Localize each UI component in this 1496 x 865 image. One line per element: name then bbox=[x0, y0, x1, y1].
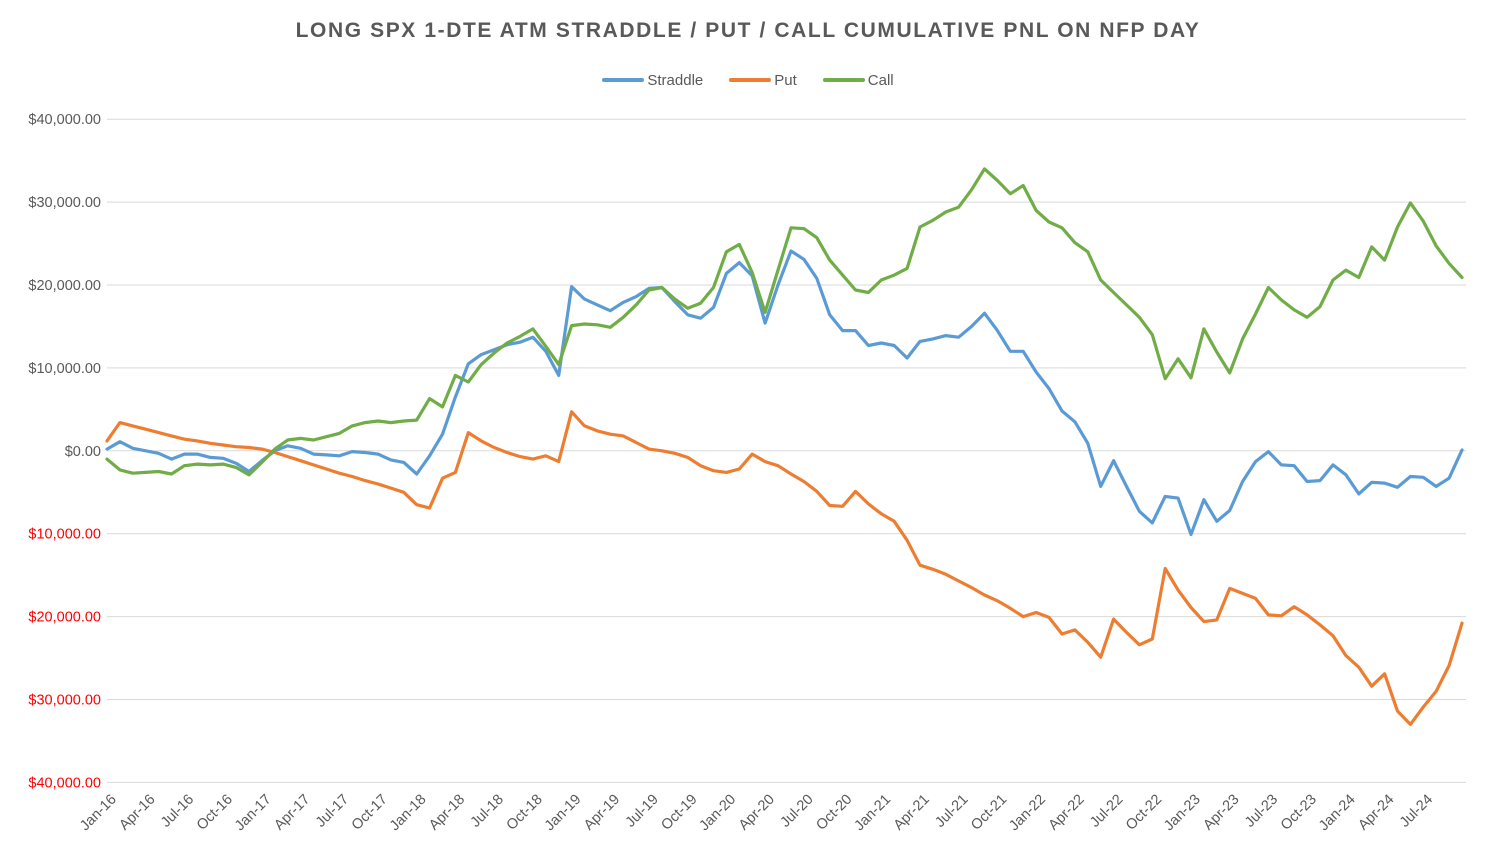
y-axis-tick-label: $10,000.00 bbox=[28, 527, 101, 543]
y-axis-tick-label: $20,000.00 bbox=[28, 610, 101, 626]
legend-marker-call bbox=[822, 77, 865, 83]
legend-marker-put bbox=[729, 77, 772, 83]
x-axis-tick-label: Oct-16 bbox=[194, 792, 236, 834]
x-axis-tick-label: Jul-20 bbox=[777, 792, 816, 831]
x-axis-tick-label: Jan-17 bbox=[232, 792, 275, 835]
y-axis-tick-label: $30,000.00 bbox=[28, 195, 101, 211]
x-axis-tick-label: Jul-19 bbox=[623, 792, 662, 831]
x-axis-tick-label: Jul-16 bbox=[158, 792, 197, 831]
legend: Straddle Put Call bbox=[0, 70, 1496, 90]
x-axis-tick-label: Jan-16 bbox=[77, 792, 120, 835]
legend-label-put: Put bbox=[774, 71, 797, 89]
series-line-call bbox=[105, 167, 1464, 477]
x-axis-tick-label: Apr-22 bbox=[1046, 792, 1088, 834]
x-axis-tick-label: Jan-21 bbox=[851, 792, 894, 835]
x-axis-tick-label: Jan-24 bbox=[1316, 792, 1359, 835]
y-axis-tick-label: $10,000.00 bbox=[28, 361, 101, 377]
x-axis-tick-label: Apr-17 bbox=[271, 792, 313, 834]
y-axis-tick-label: $40,000.00 bbox=[28, 775, 101, 791]
x-axis-tick-label: Jan-19 bbox=[542, 792, 585, 835]
y-axis-tick-label: $0.00 bbox=[65, 444, 101, 460]
legend-item-straddle: Straddle bbox=[602, 72, 703, 89]
x-axis-tick-label: Jan-20 bbox=[697, 792, 740, 835]
x-axis-tick-label: Jan-18 bbox=[387, 792, 430, 835]
x-axis-tick-label: Apr-23 bbox=[1200, 792, 1242, 834]
x-axis-tick-label: Oct-17 bbox=[349, 792, 391, 834]
x-axis-tick-label: Jan-22 bbox=[1006, 792, 1049, 835]
legend-item-put: Put bbox=[729, 72, 797, 89]
x-axis-tick-label: Oct-23 bbox=[1278, 792, 1320, 834]
x-axis-tick-label: Apr-18 bbox=[426, 792, 468, 834]
series-line-put bbox=[105, 410, 1464, 727]
x-axis-tick-label: Apr-19 bbox=[581, 792, 623, 834]
x-axis-tick-label: Oct-22 bbox=[1123, 792, 1165, 834]
x-axis-tick-label: Oct-21 bbox=[968, 792, 1010, 834]
legend-label-call: Call bbox=[867, 71, 894, 89]
legend-marker-straddle bbox=[602, 77, 645, 83]
x-axis-tick-label: Jul-22 bbox=[1087, 792, 1126, 831]
y-axis-tick-label: $30,000.00 bbox=[28, 693, 101, 709]
x-axis-tick-label: Jul-21 bbox=[932, 792, 971, 831]
x-axis-tick-label: Jul-24 bbox=[1397, 792, 1436, 831]
series-line-straddle bbox=[105, 249, 1464, 537]
x-axis-tick-label: Apr-24 bbox=[1355, 792, 1397, 834]
y-axis-tick-label: $40,000.00 bbox=[28, 112, 101, 128]
x-axis-tick-label: Jan-23 bbox=[1161, 792, 1204, 835]
x-axis-tick-label: Apr-16 bbox=[116, 792, 158, 834]
x-axis-tick-label: Oct-20 bbox=[813, 792, 855, 834]
x-axis-tick-label: Jul-17 bbox=[313, 792, 352, 831]
x-axis-tick-label: Jul-23 bbox=[1242, 792, 1281, 831]
x-axis-tick-label: Apr-20 bbox=[736, 792, 778, 834]
chart-title: LONG SPX 1-DTE ATM STRADDLE / PUT / CALL… bbox=[295, 19, 1201, 42]
x-axis-tick-label: Jul-18 bbox=[468, 792, 507, 831]
x-axis-tick-label: Oct-19 bbox=[658, 792, 700, 834]
legend-label-straddle: Straddle bbox=[647, 71, 704, 89]
x-axis-tick-label: Apr-21 bbox=[891, 792, 933, 834]
legend-item-call: Call bbox=[822, 71, 894, 89]
x-axis-tick-label: Oct-18 bbox=[504, 792, 546, 834]
y-axis-tick-label: $20,000.00 bbox=[28, 278, 101, 294]
